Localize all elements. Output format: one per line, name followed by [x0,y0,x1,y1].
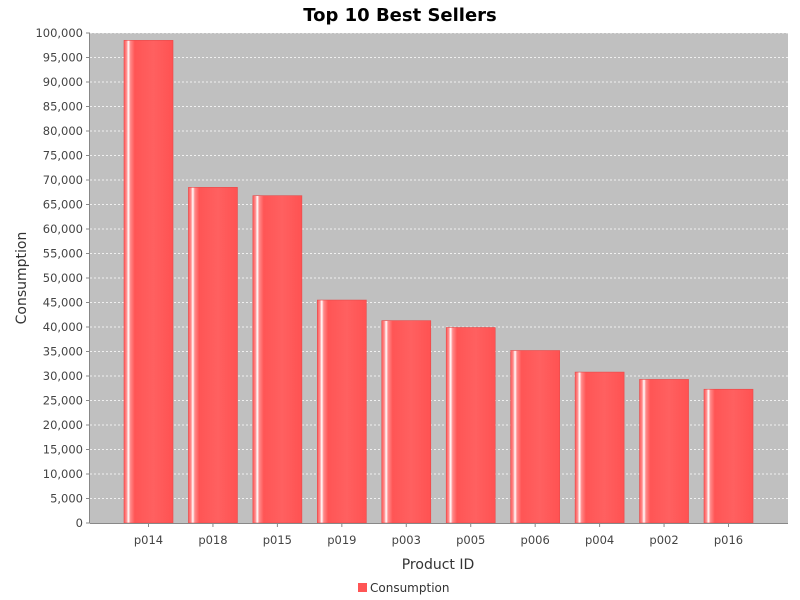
x-tick-label: p002 [649,533,678,547]
y-tick-label: 5,000 [50,492,83,506]
x-tick-label: p016 [714,533,743,547]
x-tick-label: p019 [327,533,356,547]
bar-p006 [510,350,560,524]
x-axis-label: Product ID [402,557,475,573]
bar-p003 [381,320,432,524]
y-axis-label: Consumption [14,232,30,325]
y-tick-label: 40,000 [43,320,83,334]
legend-label: Consumption [370,581,449,595]
bars [123,40,754,524]
bar-p018 [188,187,238,524]
y-tick-label: 55,000 [43,247,83,261]
x-tick-label: p004 [585,533,614,547]
y-tick-label: 85,000 [43,100,83,114]
chart-title: Top 10 Best Sellers [303,5,497,26]
y-tick-label: 95,000 [43,51,83,65]
y-tick-label: 100,000 [35,26,83,40]
bar-p019 [317,299,367,524]
x-tick-label: p005 [456,533,485,547]
y-tick-label: 20,000 [43,418,83,432]
y-tick-label: 10,000 [43,467,83,481]
y-tick-label: 30,000 [43,369,83,383]
bar-p014 [123,40,174,524]
y-tick-label: 0 [76,516,83,530]
bar-p002 [639,379,689,524]
y-tick-label: 65,000 [43,198,83,212]
bar-p015 [252,195,303,524]
y-tick-label: 45,000 [43,296,83,310]
y-tick-label: 25,000 [43,394,83,408]
y-tick-label: 35,000 [43,345,83,359]
x-tick-label: p018 [198,533,227,547]
bar-p016 [703,388,754,524]
y-tick-label: 70,000 [43,173,83,187]
x-tick-label: p003 [392,533,421,547]
y-axis-ticks: 0 5,000 10,000 15,000 20,000 25,000 30,000 35,0… [35,26,90,530]
y-tick-label: 75,000 [43,149,83,163]
legend-swatch [358,583,367,592]
bar-p005 [445,327,496,524]
y-tick-label: 15,000 [43,443,83,457]
legend: Consumption [358,581,449,595]
bar-p004 [574,371,625,524]
y-tick-label: 50,000 [43,271,83,285]
y-tick-label: 90,000 [43,75,83,89]
y-tick-label: 60,000 [43,222,83,236]
x-tick-label: p006 [521,533,550,547]
y-tick-label: 80,000 [43,124,83,138]
x-tick-label: p014 [134,533,163,547]
x-axis-ticks: p014 p018 p015 p019 p003 p005 p006 p004 p002 p016 [134,523,743,547]
x-tick-label: p015 [263,533,292,547]
